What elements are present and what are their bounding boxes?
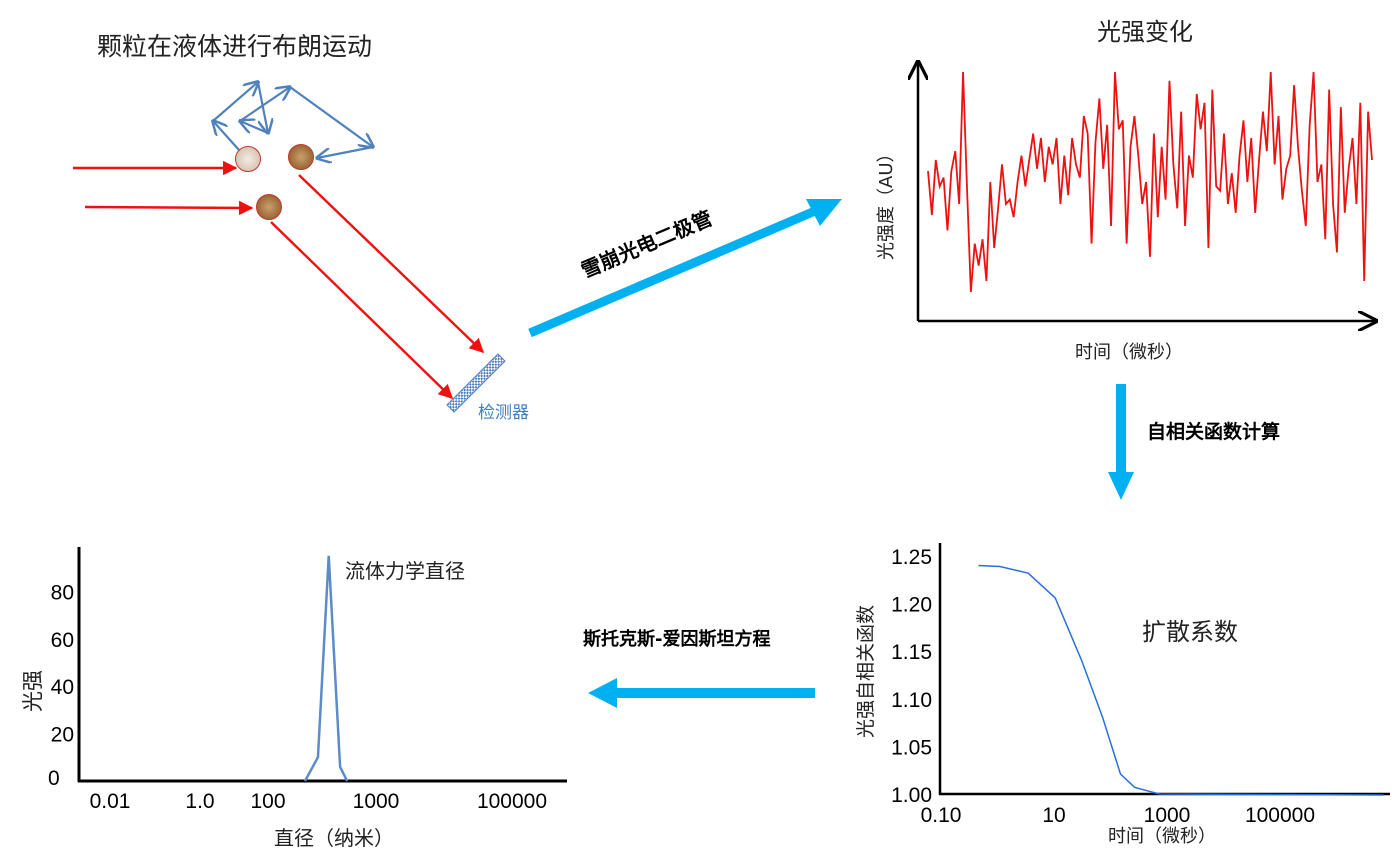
autocorr-y-tick: 1.00 xyxy=(891,784,932,807)
autocorr-y-tick: 1.20 xyxy=(891,594,932,617)
size-x-tick: 0.01 xyxy=(90,790,131,813)
detector-icon xyxy=(446,353,506,413)
stokes-flow-arrow xyxy=(588,678,815,708)
autocorr-x-label: 时间（微秒） xyxy=(1108,826,1216,847)
stokes-label: 斯托克斯-爱因斯坦方程 xyxy=(583,628,770,650)
hydrodynamic-diameter-annotation: 流体力学直径 xyxy=(345,559,465,583)
autocorr-curve xyxy=(978,564,1384,796)
brownian-title: 颗粒在液体进行布朗运动 xyxy=(97,32,372,61)
particle-icon xyxy=(235,146,261,172)
autocorr-y-tick: 1.15 xyxy=(891,641,932,664)
autocorr-y-tick: 1.10 xyxy=(891,689,932,712)
size-y-label: 光强 xyxy=(21,670,45,712)
size-y-tick: 40 xyxy=(51,676,74,699)
apd-flow-arrow xyxy=(528,199,842,338)
size-y-tick: 80 xyxy=(51,581,74,604)
autocorr-y-tick: 1.05 xyxy=(891,736,932,759)
size-distribution-curve xyxy=(303,555,349,782)
autocorr-x-tick: 100000 xyxy=(1245,804,1315,827)
size-y-tick: 0 xyxy=(48,767,60,790)
intensity-y-label: 光强度（AU） xyxy=(876,145,897,261)
size-x-tick: 100 xyxy=(250,790,285,813)
size-x-tick: 1000 xyxy=(353,790,400,813)
brownian-motion-arrows xyxy=(213,82,373,158)
autocorr-y-label: 光强自相关函数 xyxy=(855,605,877,738)
autocorr-x-tick: 10 xyxy=(1042,804,1065,827)
autocorr-x-tick: 1000 xyxy=(1144,804,1191,827)
diffusion-annotation: 扩散系数 xyxy=(1142,618,1238,646)
autocorr-label: 自相关函数计算 xyxy=(1147,420,1280,443)
size-y-tick: 20 xyxy=(51,724,74,747)
apd-label: 雪崩光电二极管 xyxy=(578,206,716,283)
size-x-label: 直径（纳米） xyxy=(274,826,394,850)
laser-beams xyxy=(73,160,485,400)
autocorr-x-tick: 0.10 xyxy=(921,804,962,827)
particle-icon xyxy=(256,194,282,220)
particle-icon xyxy=(288,144,314,170)
size-y-tick: 60 xyxy=(51,629,74,652)
autocorr-flow-arrow xyxy=(1108,384,1134,500)
intensity-signal-line xyxy=(927,71,1373,293)
size-x-tick: 1.0 xyxy=(185,790,214,813)
intensity-chart-title: 光强变化 xyxy=(1097,18,1193,46)
autocorr-y-tick: 1.25 xyxy=(891,546,932,569)
intensity-x-label: 时间（微秒） xyxy=(1075,342,1183,363)
size-x-tick: 100000 xyxy=(477,790,547,813)
detector-label: 检测器 xyxy=(478,403,529,423)
